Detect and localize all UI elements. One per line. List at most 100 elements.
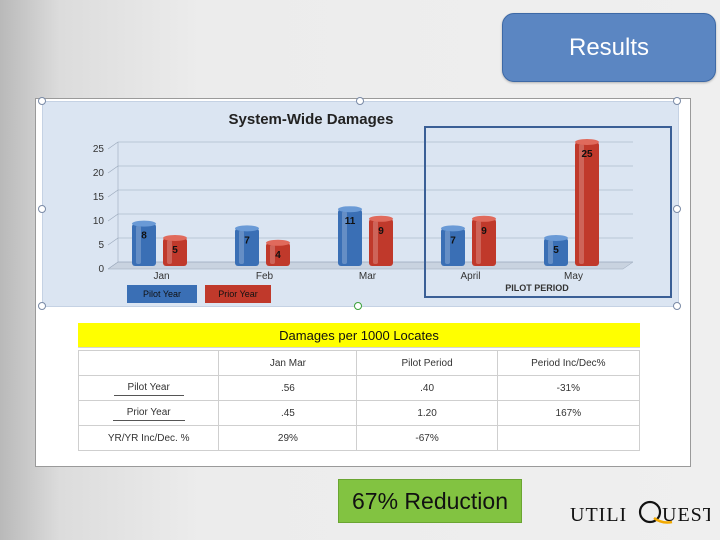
y-tick-label: 25 (93, 144, 105, 155)
table-header-row: Jan Mar Pilot Period Period Inc/Dec% (77, 350, 641, 376)
header-cell-pilot-period: Pilot Period (356, 350, 498, 376)
bar-highlight (342, 211, 347, 264)
data-label: 9 (481, 226, 487, 237)
bar-highlight (579, 144, 584, 264)
resize-handle-top-center[interactable] (356, 97, 364, 105)
pilot-year-bar (132, 223, 156, 266)
data-label: 9 (378, 226, 384, 237)
bar-highlight (136, 225, 141, 264)
table-cell: .45 (218, 400, 358, 426)
svg-text:UTILI: UTILI (570, 504, 627, 526)
y-tick-label: 10 (93, 216, 105, 227)
legend-label-pilot-year: Pilot Year (143, 289, 181, 299)
y-tick-label: 5 (98, 240, 104, 251)
table-cell (496, 425, 641, 451)
legend-swatch-pilot-year (127, 285, 197, 303)
utiliquest-logo: UTILI UEST (570, 494, 710, 528)
bar-highlight (476, 220, 481, 264)
gridline-depth (107, 237, 119, 246)
row-label-prior-year: Prior Year (77, 400, 220, 426)
table-cell: .40 (356, 375, 498, 401)
reduction-callout: 67% Reduction (338, 479, 522, 523)
system-wide-damages-chart: System-Wide Damages 0 5 10 15 20 25 Jan 8 5 Feb 7 4 M… (93, 111, 672, 303)
header-cell-jan-mar: Jan Mar (218, 350, 358, 376)
y-tick-label: 15 (93, 192, 105, 203)
bar-cap (575, 139, 599, 145)
damages-per-1000-table: Damages per 1000 Locates Jan Mar Pilot P… (77, 323, 641, 461)
gridline-depth (107, 189, 119, 198)
prior-year-bar (266, 242, 290, 266)
chart-panel: System-Wide Damages 0 5 10 15 20 25 Jan 8 5 Feb 7 4 M… (42, 101, 679, 307)
x-tick-label: May (564, 271, 583, 282)
bar-cap (132, 220, 156, 227)
pilot-year-bar (544, 238, 568, 266)
svg-text:UEST: UEST (662, 504, 710, 526)
x-tick-label: Feb (256, 271, 274, 282)
resize-handle-bottom-center[interactable] (354, 302, 362, 310)
row-label-pilot-year: Pilot Year (77, 375, 220, 401)
chart-title: System-Wide Damages (229, 111, 394, 128)
results-badge: Results (502, 13, 716, 82)
table-cell: 1.20 (356, 400, 498, 426)
bar-highlight (445, 230, 450, 264)
bar-cap (544, 235, 568, 241)
resize-handle-top-left[interactable] (38, 97, 46, 105)
bar-highlight (373, 220, 378, 264)
metrics-table: Jan Mar Pilot Period Period Inc/Dec% Pil… (77, 350, 641, 451)
data-label: 5 (172, 245, 178, 256)
resize-handle-top-right[interactable] (673, 97, 681, 105)
bar-highlight (548, 240, 553, 264)
resize-handle-left[interactable] (38, 205, 46, 213)
legend-swatch-prior-year (205, 285, 271, 303)
table-title: Damages per 1000 Locates (78, 323, 640, 348)
y-tick-label: 20 (93, 168, 105, 179)
x-tick-label: April (460, 271, 480, 282)
resize-handle-bottom-left[interactable] (38, 302, 46, 310)
bar-cap (163, 235, 187, 241)
utiliquest-logo-mark: UTILI UEST (570, 500, 710, 526)
resize-handle-right[interactable] (673, 205, 681, 213)
legend-label-prior-year: Prior Year (218, 289, 258, 299)
gridline-depth (107, 213, 119, 222)
x-tick-label: Jan (153, 271, 169, 282)
row-label-text: Prior Year (112, 405, 185, 421)
bar-cap (472, 215, 496, 222)
gridline-depth (107, 141, 119, 150)
resize-handle-bottom-right[interactable] (673, 302, 681, 310)
header-cell-period-inc-dec: Period Inc/Dec% (496, 350, 641, 376)
embedded-slide-image: System-Wide Damages 0 5 10 15 20 25 Jan 8 5 Feb 7 4 M… (35, 97, 691, 467)
data-label: 25 (581, 149, 593, 160)
table-cell: -31% (496, 375, 641, 401)
prior-year-bar (369, 218, 393, 266)
table-cell: .56 (218, 375, 358, 401)
pilot-period-box (424, 126, 672, 298)
table-row: Prior Year .45 1.20 167% (77, 400, 641, 426)
bar-cap (235, 225, 259, 232)
data-label: 7 (450, 235, 456, 246)
pilot-year-bar (235, 228, 259, 266)
bar-cap (338, 206, 362, 213)
table-row: Pilot Year .56 .40 -31% (77, 375, 641, 401)
x-tick-label: Mar (359, 271, 377, 282)
table-cell: 29% (218, 425, 358, 451)
table-cell: -67% (356, 425, 498, 451)
prior-year-bar (575, 142, 599, 266)
gridline-depth (107, 165, 119, 174)
table-row: YR/YR Inc/Dec. % 29% -67% (77, 425, 641, 451)
row-label-text: Pilot Year (113, 380, 184, 396)
prior-year-bar (472, 218, 496, 266)
data-label: 4 (275, 250, 281, 261)
y-tick-label: 0 (98, 264, 104, 275)
table-cell: 167% (496, 400, 641, 426)
bar-cap (441, 225, 465, 232)
bar-highlight (167, 240, 172, 264)
data-label: 8 (141, 231, 147, 242)
bar-highlight (239, 230, 244, 264)
data-label: 5 (553, 245, 559, 256)
pilot-year-bar (441, 228, 465, 266)
row-label-yr-yr: YR/YR Inc/Dec. % (77, 425, 220, 451)
data-label: 7 (244, 235, 250, 246)
pilot-period-label: PILOT PERIOD (505, 283, 569, 293)
bar-cap (369, 215, 393, 222)
bar-highlight (270, 244, 275, 264)
